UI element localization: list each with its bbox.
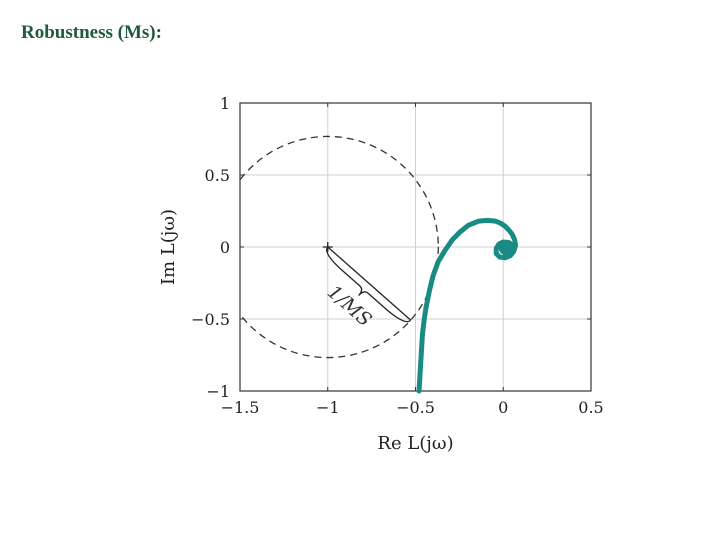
y-tick-label: −0.5 xyxy=(191,310,230,329)
y-tick-label: −1 xyxy=(206,382,230,401)
x-tick-label: 0 xyxy=(498,398,508,417)
ms-distance-line xyxy=(327,246,412,321)
grid-lines xyxy=(239,102,592,392)
x-tick-label: −1.5 xyxy=(221,398,260,417)
curve-end-dot xyxy=(498,239,515,256)
ms-circle xyxy=(240,135,439,359)
axis-ticks: −1.5 −1 −0.5 0 0.5−1−0.500.51 xyxy=(191,94,604,417)
y-tick-label: 1 xyxy=(220,94,230,113)
nyquist-curve xyxy=(416,217,519,394)
slide-title: Robustness (Ms): xyxy=(21,22,162,43)
y-axis-label: Im L(jω) xyxy=(158,209,179,285)
x-tick-label: −0.5 xyxy=(396,398,435,417)
y-tick-label: 0.5 xyxy=(205,166,230,185)
ms-annotation: 1/MS xyxy=(323,281,376,331)
x-tick-label: −1 xyxy=(316,398,340,417)
y-tick-label: 0 xyxy=(220,238,230,257)
x-axis-label: Re L(jω) xyxy=(377,433,453,454)
x-tick-label: 0.5 xyxy=(578,398,603,417)
